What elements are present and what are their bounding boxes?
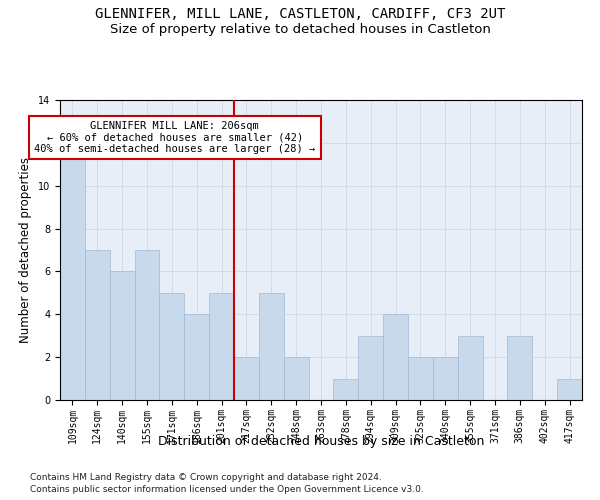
Text: GLENNIFER, MILL LANE, CASTLETON, CARDIFF, CF3 2UT: GLENNIFER, MILL LANE, CASTLETON, CARDIFF… — [95, 8, 505, 22]
Bar — [334, 378, 358, 400]
Text: Contains public sector information licensed under the Open Government Licence v3: Contains public sector information licen… — [30, 485, 424, 494]
Bar — [134, 250, 160, 400]
Bar — [209, 293, 234, 400]
Bar — [110, 272, 134, 400]
Bar — [358, 336, 383, 400]
Y-axis label: Number of detached properties: Number of detached properties — [19, 157, 32, 343]
Bar — [160, 293, 184, 400]
Bar — [383, 314, 408, 400]
Bar — [234, 357, 259, 400]
Bar — [408, 357, 433, 400]
Text: GLENNIFER MILL LANE: 206sqm
← 60% of detached houses are smaller (42)
40% of sem: GLENNIFER MILL LANE: 206sqm ← 60% of det… — [34, 121, 316, 154]
Bar — [458, 336, 482, 400]
Bar — [85, 250, 110, 400]
Text: Size of property relative to detached houses in Castleton: Size of property relative to detached ho… — [110, 22, 490, 36]
Bar — [60, 143, 85, 400]
Text: Distribution of detached houses by size in Castleton: Distribution of detached houses by size … — [158, 435, 484, 448]
Text: Contains HM Land Registry data © Crown copyright and database right 2024.: Contains HM Land Registry data © Crown c… — [30, 472, 382, 482]
Bar — [433, 357, 458, 400]
Bar — [184, 314, 209, 400]
Bar — [284, 357, 308, 400]
Bar — [508, 336, 532, 400]
Bar — [259, 293, 284, 400]
Bar — [557, 378, 582, 400]
